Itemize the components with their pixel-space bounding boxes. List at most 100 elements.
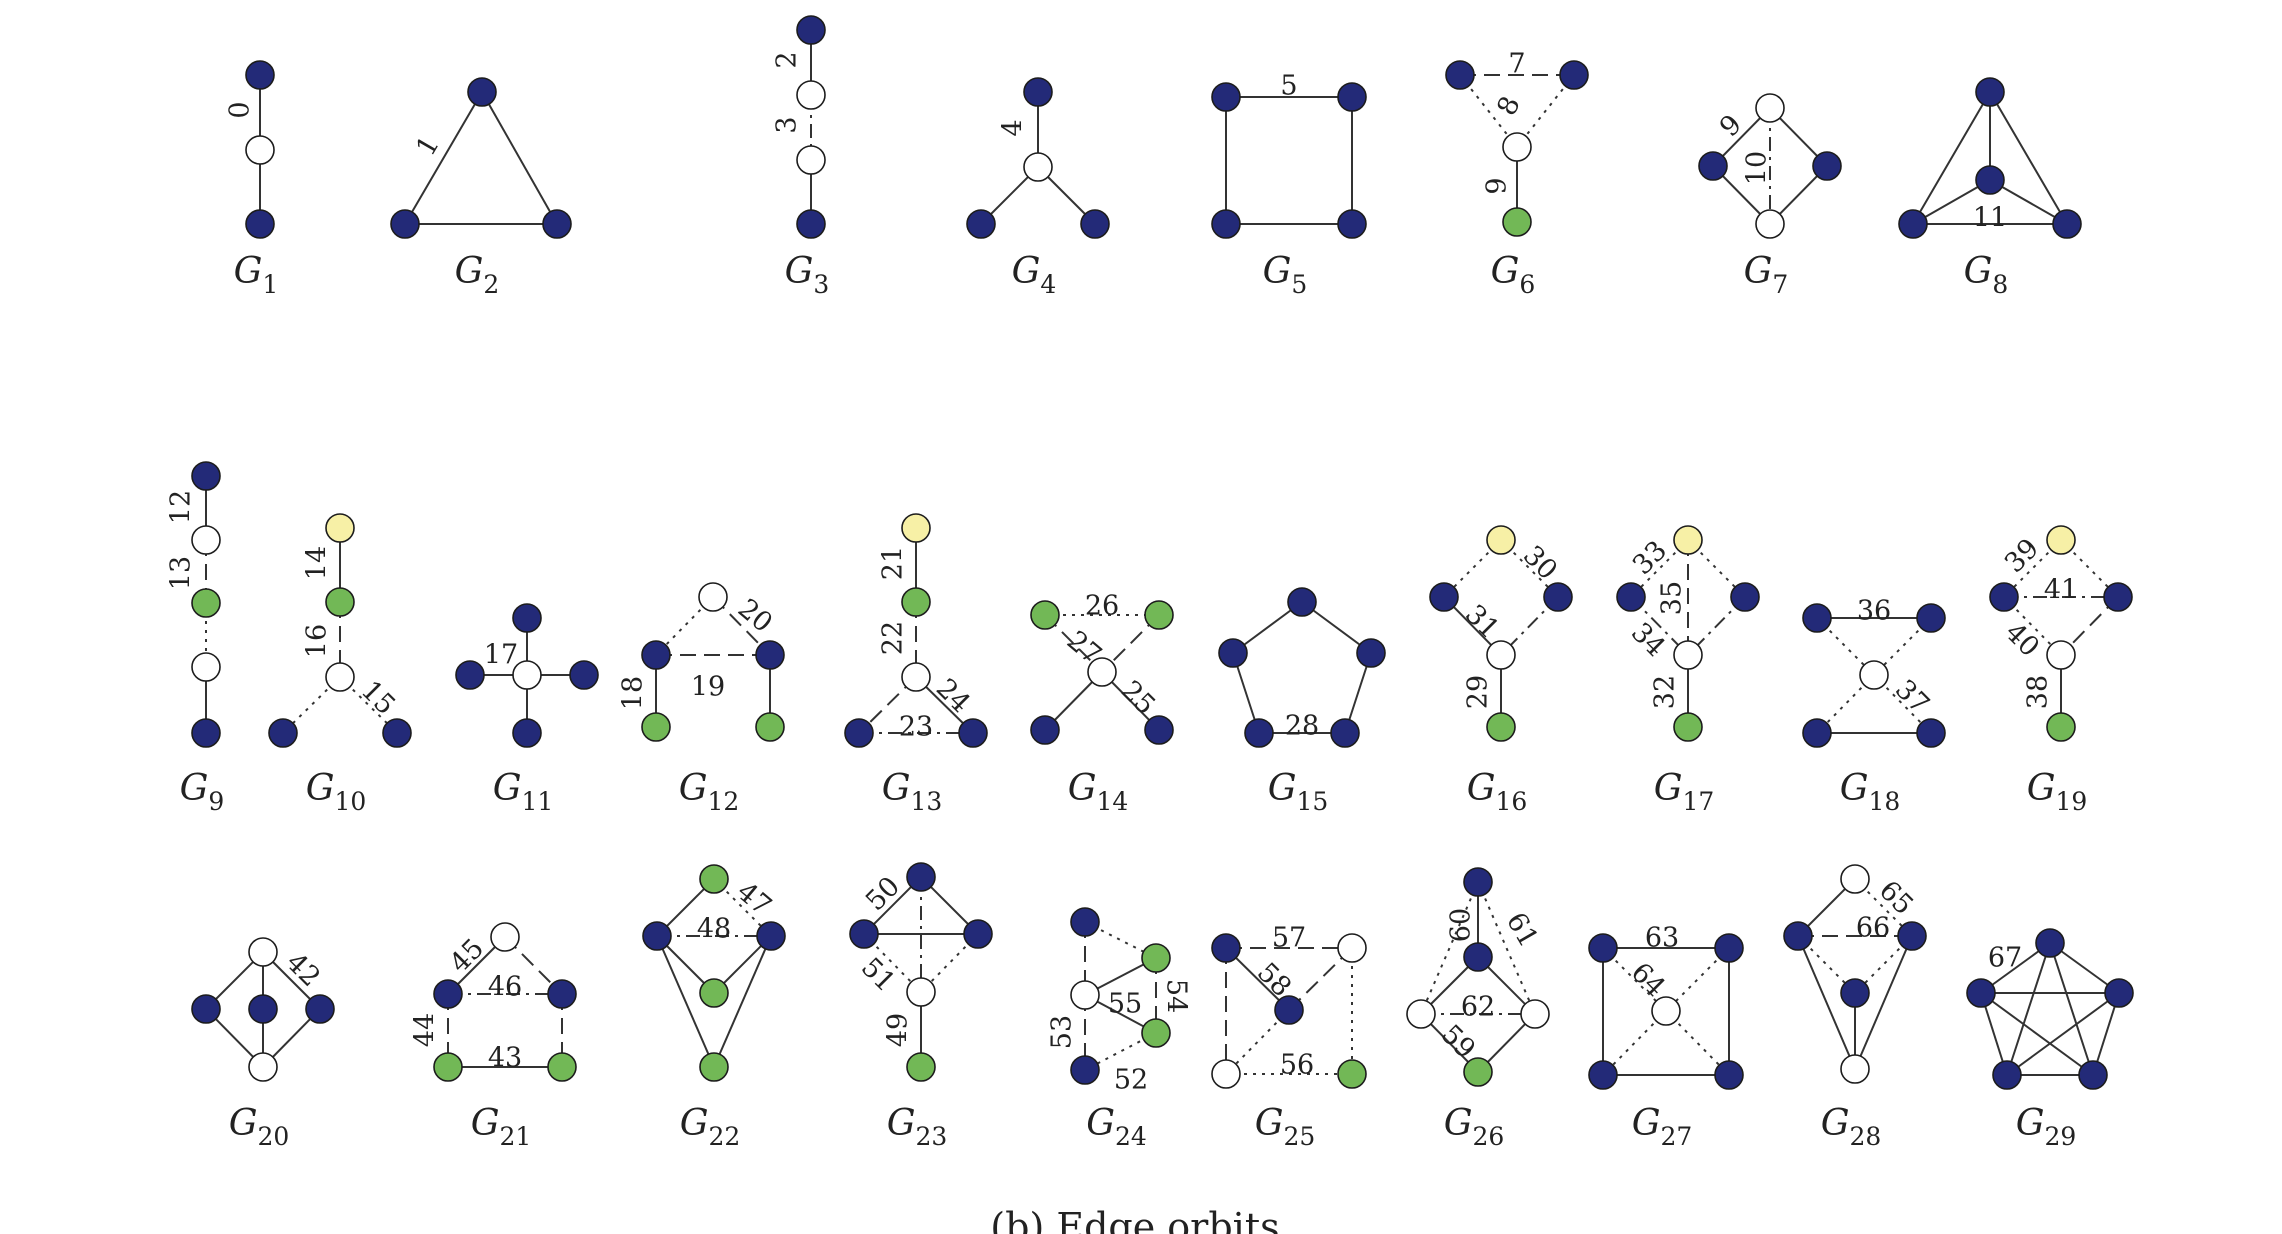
- node-navy: [1274, 995, 1304, 1025]
- node-white: [1486, 640, 1516, 670]
- edge-orbit-label: 41: [2044, 575, 2078, 606]
- graphlet-g18: 36 37 G18: [1802, 596, 1946, 816]
- node-white: [1755, 209, 1785, 239]
- node-green: [1141, 943, 1171, 973]
- edge-orbit-label: 46: [488, 972, 522, 1003]
- node-navy: [1802, 718, 1832, 748]
- node-green: [699, 1052, 729, 1082]
- edge-orbit-label: 51: [855, 952, 901, 998]
- edge: [1989, 91, 2068, 225]
- graphlet-g11: 17 G11: [455, 603, 599, 816]
- edge: [1665, 947, 1730, 1012]
- edge-orbit-label: 67: [1988, 943, 2022, 974]
- graph-name: G8: [1964, 251, 2009, 299]
- graphlet-g29: 67 G29: [1966, 928, 2134, 1151]
- node-navy: [1030, 715, 1060, 745]
- graphlet-g8: 11 G8: [1898, 77, 2082, 299]
- node-navy: [906, 862, 936, 892]
- node-navy: [2078, 1060, 2108, 1090]
- node-white: [2046, 640, 2076, 670]
- graph-name: G25: [1255, 1103, 1316, 1151]
- node-green: [2046, 712, 2076, 742]
- edge-orbit-label: 64: [1625, 957, 1671, 1003]
- edge-orbit-label: 26: [1085, 591, 1119, 622]
- node-white: [1840, 864, 1870, 894]
- node-green: [1463, 1057, 1493, 1087]
- edge: [404, 91, 483, 225]
- graph-name: G6: [1491, 251, 1536, 299]
- edge-orbit-label: 9: [1714, 109, 1748, 143]
- edge: [1602, 947, 1667, 1012]
- node-navy: [512, 603, 542, 633]
- node-white: [796, 80, 826, 110]
- edge-orbit-label: 61: [1500, 907, 1544, 952]
- node-navy: [641, 640, 671, 670]
- node-yellow: [901, 513, 931, 543]
- node-navy: [1840, 978, 1870, 1008]
- node-navy: [1218, 638, 1248, 668]
- node-green: [433, 1052, 463, 1082]
- edge-orbit-label: 33: [1627, 535, 1673, 581]
- edge: [1602, 1010, 1667, 1076]
- graph-name: G16: [1467, 768, 1528, 816]
- graph-name: G29: [2016, 1103, 2077, 1151]
- node-navy: [1023, 77, 1053, 107]
- edge-orbit-label: 56: [1280, 1050, 1314, 1081]
- node-green: [1141, 1018, 1171, 1048]
- node-yellow: [2046, 525, 2076, 555]
- graph-name: G13: [882, 768, 943, 816]
- edge-orbit-label: 43: [488, 1043, 522, 1074]
- node-green: [1030, 600, 1060, 630]
- node-navy: [1211, 82, 1241, 112]
- node-white: [191, 525, 221, 555]
- graph-name: G4: [1012, 251, 1057, 299]
- edge: [1516, 74, 1575, 148]
- node-navy: [1144, 715, 1174, 745]
- node-navy: [1975, 77, 2005, 107]
- graph-name: G20: [229, 1103, 290, 1151]
- edge-orbit-label: 8: [1491, 92, 1526, 121]
- edge-orbit-label: 28: [1285, 711, 1319, 742]
- node-navy: [1463, 942, 1493, 972]
- node-white: [796, 145, 826, 175]
- edge-orbit-label: 9: [1482, 177, 1513, 194]
- graphlet-g7: 9 10 G7: [1698, 93, 1842, 299]
- node-white: [901, 662, 931, 692]
- edge-orbit-label: 23: [899, 712, 933, 743]
- edge: [2006, 992, 2120, 1076]
- node-white: [1211, 1059, 1241, 1089]
- node-navy: [268, 718, 298, 748]
- graphlets-layer: 0G11G223G34G45G5789G6910G711G81213G91416…: [166, 15, 2134, 1151]
- node-navy: [2035, 928, 2065, 958]
- edge: [1459, 74, 1518, 148]
- edge: [713, 935, 772, 1068]
- edge-orbit-label: 34: [1625, 617, 1671, 663]
- node-white: [245, 135, 275, 165]
- node-navy: [849, 919, 879, 949]
- graphlet-g16: 30 31 29 G16: [1429, 525, 1573, 816]
- graph-name: G7: [1744, 251, 1789, 299]
- node-navy: [1783, 921, 1813, 951]
- graph-name: G3: [785, 251, 830, 299]
- node-white: [248, 1052, 278, 1082]
- node-navy: [512, 718, 542, 748]
- node-white: [325, 662, 355, 692]
- graph-name: G1: [234, 251, 279, 299]
- edge-orbit-label: 35: [1657, 581, 1688, 615]
- edge: [1980, 992, 2094, 1076]
- node-navy: [1356, 638, 1386, 668]
- node-navy: [547, 979, 577, 1009]
- node-navy: [248, 994, 278, 1024]
- node-navy: [1429, 582, 1459, 612]
- edge-orbit-label: 7: [1508, 49, 1525, 80]
- node-navy: [1897, 921, 1927, 951]
- graphlet-g4: 4 G4: [966, 77, 1110, 299]
- edge-orbit-label: 17: [484, 640, 518, 671]
- edge-orbit-label: 11: [1973, 203, 2007, 234]
- node-white: [1840, 1054, 1870, 1084]
